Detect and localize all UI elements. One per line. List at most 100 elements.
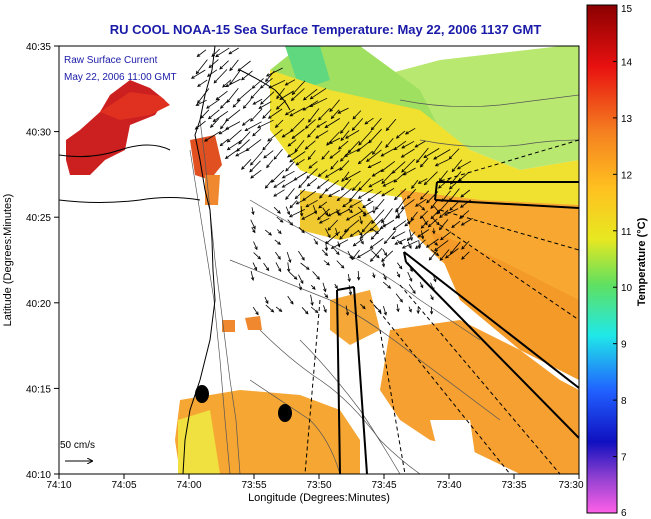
current-vector bbox=[276, 216, 284, 223]
current-label-line2: May 22, 2006 11:00 GMT bbox=[64, 72, 177, 83]
current-vector-head bbox=[285, 167, 289, 172]
colorbar-tick-label: 6 bbox=[621, 508, 627, 519]
current-vector-head bbox=[204, 138, 208, 142]
current-vector bbox=[358, 151, 373, 164]
current-vector-head bbox=[420, 235, 425, 240]
current-vector-head bbox=[460, 222, 465, 226]
current-vector bbox=[315, 130, 329, 139]
current-vector bbox=[324, 118, 341, 128]
current-vector bbox=[197, 79, 208, 87]
coastline bbox=[59, 46, 291, 474]
current-vector-head bbox=[314, 309, 319, 314]
current-vector bbox=[219, 60, 229, 70]
current-vector-head bbox=[229, 67, 233, 72]
current-vector-head bbox=[314, 241, 318, 245]
current-vector-head bbox=[285, 196, 289, 200]
current-vector bbox=[381, 187, 395, 197]
current-vector-head bbox=[448, 155, 453, 160]
current-vector bbox=[327, 219, 338, 231]
current-vector-head bbox=[362, 305, 366, 310]
current-vector bbox=[357, 229, 363, 236]
current-vector-head bbox=[270, 179, 275, 183]
current-vector-head bbox=[279, 96, 284, 100]
current-vector-head bbox=[361, 228, 366, 233]
current-vector bbox=[291, 128, 305, 139]
current-vector bbox=[268, 79, 286, 89]
current-vector-head bbox=[258, 105, 263, 109]
current-vector-head bbox=[380, 168, 385, 173]
current-vector-head bbox=[415, 245, 419, 250]
current-vector-head bbox=[381, 263, 386, 268]
current-vector-head bbox=[436, 210, 441, 214]
current-vector bbox=[204, 131, 221, 142]
current-vector bbox=[305, 199, 318, 208]
current-vector bbox=[448, 148, 460, 160]
current-vector-head bbox=[238, 140, 242, 145]
current-vector-head bbox=[433, 278, 437, 283]
current-vector bbox=[407, 271, 413, 282]
current-vector bbox=[371, 118, 382, 131]
colorbar-tick-label: 9 bbox=[621, 340, 627, 351]
current-vector bbox=[440, 231, 452, 241]
current-vector-head bbox=[337, 146, 342, 150]
current-vector-head bbox=[416, 310, 420, 315]
current-vector bbox=[277, 229, 282, 234]
current-vector-head bbox=[396, 215, 401, 220]
current-vector bbox=[295, 158, 305, 166]
current-vector bbox=[265, 229, 272, 236]
current-vector-head bbox=[213, 79, 218, 84]
current-vector-head bbox=[291, 135, 296, 140]
current-vector-head bbox=[341, 178, 345, 183]
colorbar-tick-label: 11 bbox=[621, 227, 632, 238]
current-vector-head bbox=[347, 149, 352, 154]
current-vector-head bbox=[396, 273, 401, 278]
current-vector-head bbox=[288, 259, 292, 264]
current-vector bbox=[241, 70, 253, 81]
current-vector-head bbox=[220, 125, 224, 130]
current-vector-head bbox=[273, 156, 277, 160]
current-vector bbox=[238, 131, 251, 145]
current-vector bbox=[348, 140, 360, 153]
current-vector-head bbox=[437, 185, 442, 189]
current-vector bbox=[395, 208, 404, 219]
current-vector bbox=[357, 206, 366, 215]
current-vector-head bbox=[265, 73, 270, 77]
current-vector bbox=[273, 206, 281, 214]
current-vector-head bbox=[396, 308, 400, 313]
current-vector-head bbox=[380, 153, 385, 157]
current-vector-head bbox=[335, 232, 339, 237]
current-vector bbox=[298, 250, 305, 261]
current-vector bbox=[381, 171, 394, 184]
current-vector bbox=[318, 108, 330, 121]
current-vector-head bbox=[417, 180, 422, 184]
current-vector bbox=[252, 128, 262, 137]
current-vector bbox=[368, 161, 382, 168]
current-vector-head bbox=[291, 91, 296, 96]
current-vector-head bbox=[301, 216, 305, 220]
current-vector-head bbox=[401, 245, 406, 249]
current-vector-head bbox=[308, 119, 312, 123]
current-vector bbox=[319, 217, 330, 224]
current-vector-head bbox=[310, 302, 314, 306]
current-vector bbox=[225, 121, 241, 130]
current-vector-head bbox=[317, 216, 321, 221]
current-vector bbox=[260, 91, 275, 105]
colorbar-tick-label: 10 bbox=[621, 283, 633, 294]
current-vector bbox=[408, 284, 416, 294]
current-vector-head bbox=[399, 298, 403, 303]
current-vector-head bbox=[259, 85, 264, 89]
current-vector bbox=[285, 206, 290, 215]
current-vector-head bbox=[293, 177, 298, 181]
current-vector-head bbox=[317, 173, 322, 177]
current-vector-head bbox=[337, 110, 342, 114]
current-vector bbox=[396, 262, 403, 269]
current-vector bbox=[428, 218, 438, 228]
current-vector bbox=[250, 150, 263, 166]
colorbar-tick-label: 14 bbox=[621, 57, 633, 68]
current-vector-head bbox=[277, 210, 281, 214]
current-vector bbox=[265, 179, 273, 189]
current-vector-head bbox=[352, 115, 357, 120]
current-vector-head bbox=[438, 226, 443, 231]
current-vector-head bbox=[305, 203, 310, 208]
current-vector-head bbox=[241, 166, 245, 170]
